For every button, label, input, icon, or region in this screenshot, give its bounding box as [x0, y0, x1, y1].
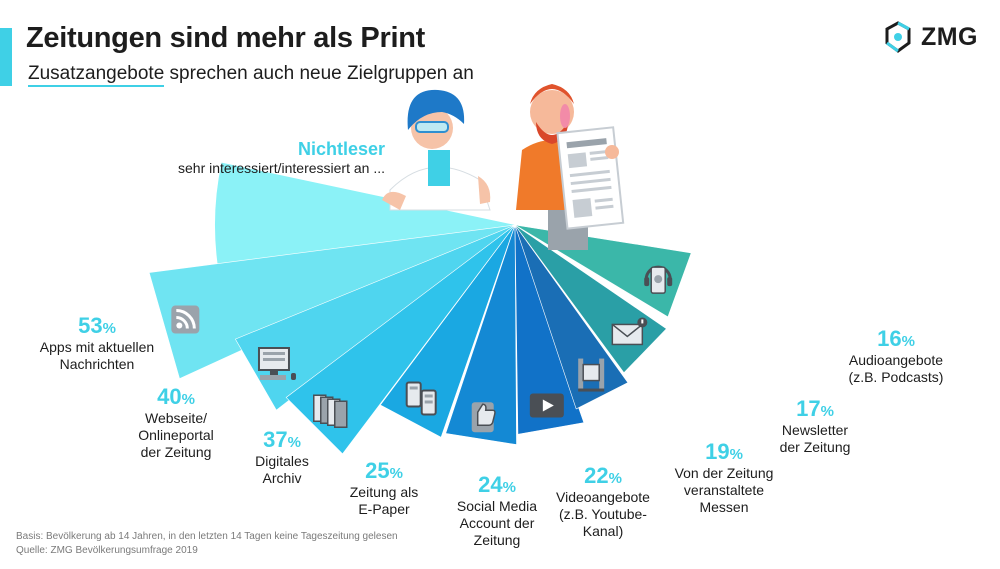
legend: Nichtleser sehr interessiert/interessier… — [160, 140, 385, 178]
subtitle-highlight: Zusatzangebote — [28, 63, 165, 87]
fan-label: 22%Videoangebote(z.B. Youtube-Kanal) — [556, 463, 650, 539]
category-label: der Zeitung — [141, 444, 212, 460]
fan-pivot — [497, 211, 505, 219]
footer-source: Quelle: ZMG Bevölkerungsumfrage 2019 — [16, 545, 198, 556]
computer-icon — [257, 347, 296, 380]
category-label: Audioangebote — [849, 352, 943, 368]
value-label: 37% — [263, 427, 301, 452]
footer: Basis: Bevölkerung ab 14 Jahren, in den … — [16, 530, 398, 558]
footer-basis: Basis: Bevölkerung ab 14 Jahren, in den … — [16, 531, 398, 542]
category-label: E-Paper — [358, 501, 410, 517]
category-label: Archiv — [263, 470, 302, 486]
illustration-readers — [382, 84, 625, 250]
value-label: 16% — [877, 326, 915, 351]
value-label: 19% — [705, 439, 743, 464]
value-label: 24% — [478, 472, 516, 497]
category-label: Nachrichten — [60, 356, 135, 372]
page-subtitle: Zusatzangebote sprechen auch neue Zielgr… — [28, 63, 474, 87]
value-label: 17% — [796, 396, 834, 421]
zmg-logo: ZMG — [881, 20, 978, 54]
category-label: Messen — [699, 499, 748, 515]
page-title: Zeitungen sind mehr als Print — [26, 22, 425, 54]
subtitle-rest: sprechen auch neue Zielgruppen an — [164, 63, 474, 84]
category-label: Zeitung — [474, 532, 521, 548]
value-label: 40% — [157, 384, 195, 409]
category-label: Newsletter — [782, 422, 848, 438]
zmg-logo-icon — [885, 21, 911, 53]
category-label: (z.B. Youtube- — [559, 506, 647, 522]
fan-back-segment — [215, 162, 516, 272]
rss-icon — [171, 305, 200, 334]
audio-icon — [644, 265, 673, 294]
fan-labels: 53%Apps mit aktuellenNachrichten40%Webse… — [40, 313, 944, 548]
archive-icon — [313, 394, 348, 428]
mail-icon — [611, 317, 648, 346]
category-label: Zeitung als — [350, 484, 418, 500]
legend-subtext: sehr interessiert/interessiert an ... — [178, 160, 385, 176]
category-label: der Zeitung — [780, 439, 851, 455]
thumbs-up-icon — [471, 402, 496, 433]
category-label: (z.B. Podcasts) — [849, 369, 944, 385]
value-label: 22% — [584, 463, 622, 488]
category-label: Account der — [460, 515, 535, 531]
category-label: veranstaltete — [684, 482, 764, 498]
value-label: 25% — [365, 458, 403, 483]
category-label: Von der Zeitung — [675, 465, 774, 481]
value-label: 53% — [78, 313, 116, 338]
category-label: Digitales — [255, 453, 309, 469]
category-label: Social Media — [457, 498, 537, 514]
man-reading-illustration — [516, 84, 625, 250]
category-label: Webseite/ — [145, 410, 207, 426]
tablet-icon — [405, 381, 437, 416]
exhibition-stand-icon — [578, 358, 605, 392]
category-label: Apps mit aktuellen — [40, 339, 154, 355]
video-play-icon — [529, 393, 564, 418]
fan-icons — [171, 265, 673, 433]
fan-segment — [445, 224, 517, 445]
category-label: Videoangebote — [556, 489, 650, 505]
title-accent-bar — [0, 28, 12, 86]
fan-label: 16%Audioangebote(z.B. Podcasts) — [849, 326, 944, 385]
legend-heading: Nichtleser — [297, 139, 385, 159]
category-label: Kanal) — [583, 523, 623, 539]
zmg-logo-text: ZMG — [920, 22, 978, 51]
fan-segment — [285, 224, 516, 455]
woman-illustration — [382, 89, 491, 211]
category-label: Onlineportal — [138, 427, 214, 443]
